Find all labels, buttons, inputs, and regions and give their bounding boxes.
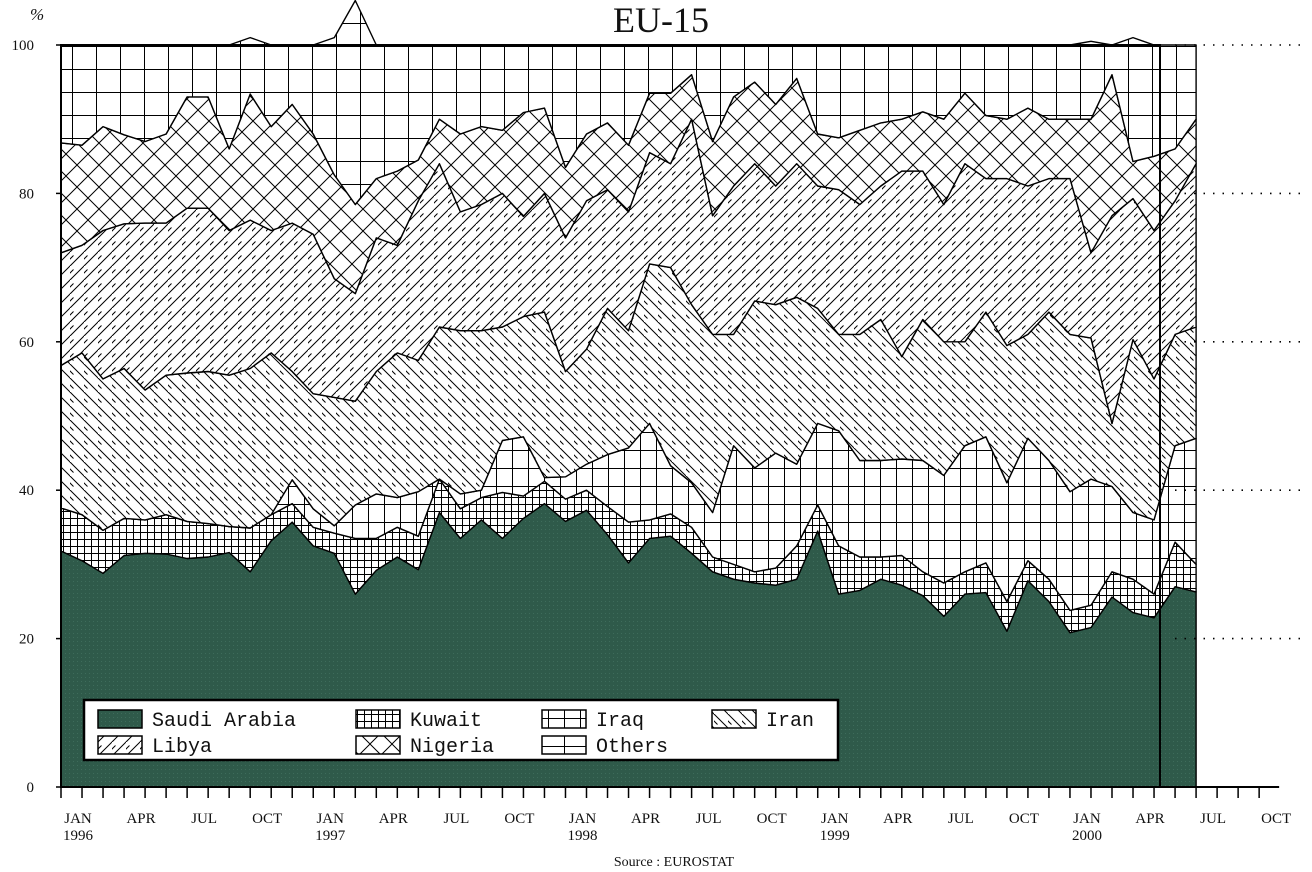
y-tick-label: 40	[19, 483, 34, 499]
x-tick-year-label: 1996	[63, 828, 94, 844]
legend-swatch	[541, 709, 587, 729]
legend-item-nigeria: Nigeria	[355, 735, 494, 759]
x-tick-label: OCT	[1009, 811, 1039, 827]
legend-item-iran: Iran	[711, 709, 814, 733]
x-tick-label: APR	[883, 811, 912, 827]
legend-label: Iran	[766, 710, 814, 733]
x-tick-label: JAN	[316, 811, 344, 827]
x-tick-label: OCT	[504, 811, 534, 827]
legend-label: Saudi Arabia	[152, 710, 296, 733]
legend-swatch	[711, 709, 757, 729]
legend-item-others: Others	[541, 735, 668, 759]
x-tick-label: JUL	[1200, 811, 1226, 827]
y-tick-label: 0	[27, 780, 35, 796]
x-tick-label: OCT	[1261, 811, 1291, 827]
x-tick-label: JUL	[948, 811, 974, 827]
y-tick-label: 80	[19, 186, 34, 202]
y-tick-label: 100	[12, 38, 35, 54]
x-tick-year-label: 1999	[820, 828, 850, 844]
legend-label: Others	[596, 736, 668, 759]
x-tick-year-label: 2000	[1072, 828, 1102, 844]
legend: Saudi Arabia Kuwait Iraq Iran Libya Nigeria Ot…	[82, 698, 840, 762]
legend-item-saudi-arabia: Saudi Arabia	[97, 709, 296, 733]
x-tick-label: JUL	[696, 811, 722, 827]
legend-label: Kuwait	[410, 710, 482, 733]
x-tick-label: APR	[1135, 811, 1164, 827]
x-tick-label: OCT	[757, 811, 787, 827]
x-tick-label: JAN	[569, 811, 597, 827]
x-tick-label: APR	[379, 811, 408, 827]
x-tick-label: APR	[631, 811, 660, 827]
legend-item-iraq: Iraq	[541, 709, 644, 733]
x-tick-year-label: 1998	[567, 828, 597, 844]
y-ticks-group: 0 20 40 60 80 100	[12, 38, 1300, 796]
x-tick-label: JAN	[1073, 811, 1101, 827]
y-tick-label: 60	[19, 335, 34, 351]
chart-title: EU-15	[613, 0, 709, 40]
x-tick-label: JAN	[821, 811, 849, 827]
y-tick-label: 20	[19, 632, 34, 648]
legend-label: Iraq	[596, 710, 644, 733]
legend-swatch	[355, 709, 401, 729]
x-tick-label: JUL	[191, 811, 217, 827]
x-tick-label: JAN	[64, 811, 92, 827]
source-note: Source : EUROSTAT	[614, 855, 735, 870]
legend-swatch	[541, 735, 587, 755]
legend-swatch	[97, 709, 143, 729]
legend-label: Libya	[152, 736, 212, 759]
legend-label: Nigeria	[410, 736, 494, 759]
legend-swatch	[97, 735, 143, 755]
x-tick-label: APR	[126, 811, 155, 827]
y-axis-label: %	[30, 5, 44, 24]
legend-item-libya: Libya	[97, 735, 212, 759]
area-series-group	[60, 0, 1197, 788]
legend-item-kuwait: Kuwait	[355, 709, 482, 733]
legend-swatch	[355, 735, 401, 755]
x-tick-year-label: 1997	[315, 828, 346, 844]
x-tick-label: JUL	[443, 811, 469, 827]
x-tick-label: OCT	[252, 811, 282, 827]
